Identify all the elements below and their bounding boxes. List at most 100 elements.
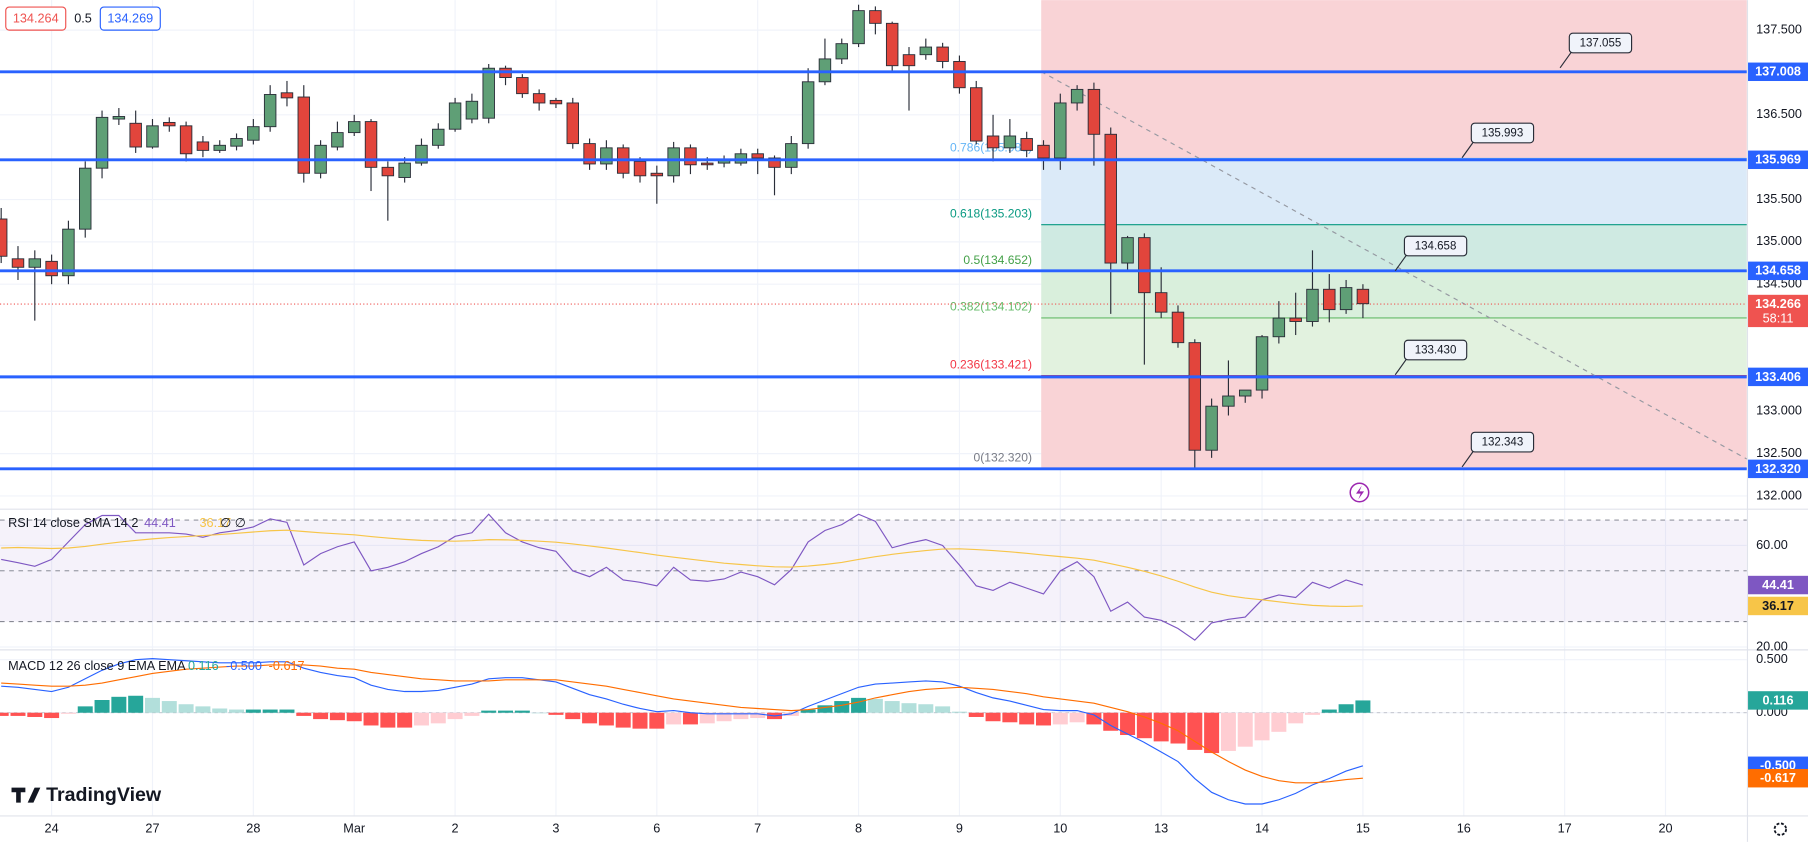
- bid-price: 134.264: [13, 12, 59, 26]
- macd-histogram-bar: [212, 708, 228, 713]
- macd-histogram-bar: [1035, 712, 1051, 726]
- candle-body: [415, 144, 428, 164]
- candle-body: [1171, 311, 1185, 344]
- candle-body: [247, 126, 260, 141]
- candle-body: [448, 102, 462, 130]
- macd-histogram-bar: [413, 712, 429, 726]
- candle-body: [902, 54, 916, 67]
- macd-histogram-bar: [430, 712, 446, 724]
- candle-body: [230, 138, 243, 147]
- x-tick-label: 16: [1457, 822, 1471, 836]
- macd-histogram-bar: [380, 712, 396, 728]
- candle-body: [1054, 102, 1067, 159]
- candle-body: [146, 125, 159, 148]
- candle-body: [869, 10, 882, 24]
- macd-histogram-bar: [514, 710, 530, 713]
- bid-box[interactable]: [5, 6, 67, 31]
- x-tick-label: 10: [1053, 822, 1067, 836]
- macd-hist-last: 0.116: [1763, 693, 1794, 707]
- level-price-label: 134.658: [1755, 264, 1801, 278]
- candle-body: [701, 162, 714, 166]
- macd-histogram-bar: [447, 712, 463, 720]
- macd-histogram-bar: [296, 712, 312, 716]
- candle-body: [1205, 405, 1218, 451]
- macd-histogram-bar: [1136, 712, 1152, 739]
- y-tick-label: 136.500: [1756, 107, 1802, 121]
- y-tick-label: 133.000: [1756, 404, 1802, 418]
- y-tick-label: 135.500: [1756, 192, 1802, 206]
- macd-histogram-bar: [27, 712, 43, 717]
- macd-histogram-bar: [750, 712, 766, 719]
- candle-body: [1188, 342, 1202, 451]
- macd-histogram-bar: [1120, 712, 1136, 736]
- candle-body: [11, 258, 25, 268]
- candle-body: [532, 93, 546, 104]
- candle-body: [852, 10, 865, 45]
- rsi-status: ∅ ∅: [220, 516, 246, 530]
- candle-body: [1306, 288, 1319, 322]
- macd-histogram-bar: [649, 712, 665, 729]
- candle-body: [1239, 389, 1252, 397]
- x-tick-label: 8: [855, 822, 862, 836]
- rsi-title: RSI 14 close SMA 14 2: [8, 516, 138, 530]
- macd-histogram-bar: [1355, 700, 1371, 713]
- candle-body: [919, 46, 933, 56]
- macd-last-value: -0.617: [1760, 771, 1796, 785]
- settings-icon[interactable]: [1773, 822, 1788, 836]
- callout-pointer: [1394, 254, 1408, 272]
- candle-body: [583, 143, 596, 165]
- macd-histogram-bar: [1254, 712, 1270, 741]
- fib-label: 0.236(133.421): [950, 357, 1032, 371]
- callout-box: [1470, 431, 1535, 453]
- candle-body: [684, 147, 697, 166]
- macd-histogram-bar: [615, 712, 631, 728]
- ask-box[interactable]: [99, 6, 161, 31]
- candle-body: [45, 260, 58, 277]
- candle-body: [28, 258, 42, 268]
- callout-label: 137.055: [1580, 38, 1622, 50]
- candle-body: [381, 166, 395, 177]
- macd-histogram-bar: [1220, 712, 1236, 751]
- macd-histogram-bar: [111, 696, 127, 713]
- x-tick-label: Mar: [343, 822, 366, 836]
- macd-histogram-bar: [817, 705, 833, 713]
- time-axis-bg: [0, 816, 1808, 842]
- x-tick-label: 3: [552, 822, 559, 836]
- candle-body: [835, 43, 848, 60]
- macd-histogram-bar: [565, 712, 581, 720]
- macd-histogram-bar: [0, 712, 9, 716]
- candle-body: [1087, 88, 1101, 135]
- macd-histogram-bar: [498, 710, 514, 713]
- fib-zone: [1041, 375, 1747, 469]
- y-tick-label: 135.000: [1756, 234, 1802, 248]
- rsi-line: [1, 529, 1363, 607]
- macd-histogram-bar: [632, 712, 648, 729]
- macd-histogram-bar: [245, 709, 261, 713]
- x-tick-label: 15: [1356, 822, 1370, 836]
- candle-body: [398, 162, 411, 178]
- macd-histogram-bar: [161, 701, 177, 713]
- candle-body: [650, 172, 664, 177]
- macd-histogram-bar: [548, 712, 564, 715]
- level-price-label: 132.320: [1755, 462, 1801, 476]
- fib-zone: [1041, 0, 1747, 159]
- fib-zone: [1041, 317, 1747, 376]
- callout-box: [1403, 339, 1468, 361]
- macd-histogram-bar: [262, 709, 278, 713]
- candle-body: [112, 116, 126, 120]
- y-tick-label: 60.00: [1756, 538, 1788, 552]
- level-price-label: 137.008: [1755, 65, 1801, 79]
- macd-histogram-bar: [397, 712, 413, 728]
- candle-body: [751, 153, 764, 159]
- macd-histogram-bar: [464, 712, 480, 716]
- candle-body: [1272, 317, 1286, 338]
- last-price-box: [1748, 294, 1808, 328]
- candle-body: [196, 141, 210, 151]
- callout-pointer: [1559, 51, 1573, 69]
- spread: 0.5: [74, 12, 92, 26]
- candle-body: [179, 125, 193, 155]
- macd-title: MACD 12 26 close 9 EMA EMA: [8, 659, 186, 673]
- candle-body: [633, 160, 647, 177]
- x-tick-label: 17: [1558, 822, 1572, 836]
- macd-histogram-bar: [1019, 712, 1035, 725]
